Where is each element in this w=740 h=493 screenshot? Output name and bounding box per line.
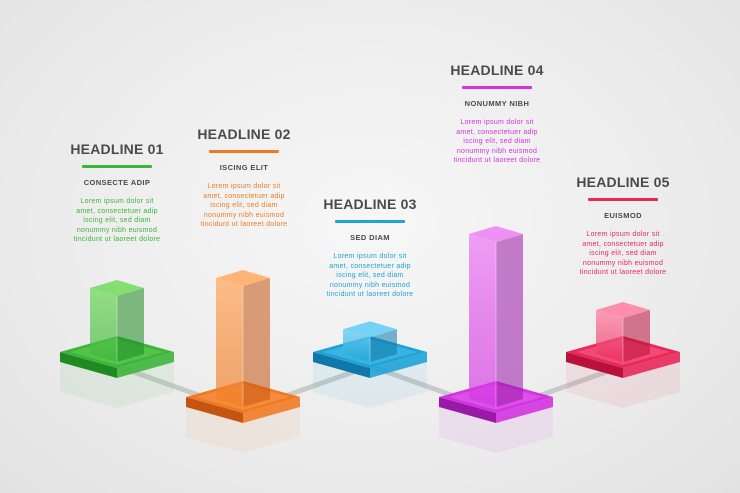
platform-left-face <box>60 352 117 378</box>
headline-02: HEADLINE 02 <box>197 126 291 142</box>
headline-05-underline <box>588 198 658 201</box>
headline-04-underline <box>462 86 532 89</box>
subtitle-05: EUISMOD <box>604 211 642 220</box>
platform-reflection <box>566 362 680 408</box>
headline-01-underline <box>82 165 152 168</box>
platform-left-face <box>186 397 243 423</box>
platform-reflection <box>439 407 553 453</box>
subtitle-04: NONUMMY NIBH <box>464 99 530 108</box>
bar-2 <box>186 270 300 453</box>
body-text-01: Lorem ipsum dolor sit amet, consectetuer … <box>73 198 161 243</box>
bar-top-face <box>343 321 397 338</box>
headline-04: HEADLINE 04 <box>450 62 544 78</box>
platform-reflection <box>186 407 300 453</box>
headline-01: HEADLINE 01 <box>70 141 164 157</box>
body-text-04: Lorem ipsum dolor sit amet, consectetuer … <box>453 119 541 164</box>
text-block-05: HEADLINE 05 EUISMOD Lorem ipsum dolor si… <box>563 174 683 278</box>
text-block-01: HEADLINE 01 CONSECTE ADIP Lorem ipsum do… <box>57 141 177 245</box>
subtitle-03: SED DIAM <box>350 233 390 242</box>
bar-3 <box>313 321 427 408</box>
bar-4 <box>439 226 553 453</box>
text-block-04: HEADLINE 04 NONUMMY NIBH Lorem ipsum dol… <box>437 62 557 166</box>
bar-left-face <box>90 288 117 362</box>
bar-left-face <box>216 278 243 407</box>
platform-left-face <box>566 352 623 378</box>
bar-top-face <box>469 226 523 242</box>
platform-right-face <box>496 397 553 423</box>
subtitle-02: ISCING ELIT <box>219 163 269 172</box>
platform-left-face <box>439 397 496 423</box>
platform-reflection <box>313 362 427 408</box>
platform-right-face <box>243 397 300 423</box>
bar-1 <box>60 280 174 408</box>
headline-03-underline <box>335 220 405 223</box>
bar-right-face <box>370 329 397 362</box>
body-text-02: Lorem ipsum dolor sit amet, consectetuer … <box>200 183 288 228</box>
body-text-03: Lorem ipsum dolor sit amet, consectetuer … <box>326 253 414 298</box>
bar-top-face <box>216 270 270 286</box>
subtitle-01: CONSECTE ADIP <box>83 178 151 187</box>
platform-right-face <box>623 352 680 378</box>
platform-right-face <box>370 352 427 378</box>
headline-02-underline <box>209 150 279 153</box>
bar-right-face <box>243 278 270 407</box>
headline-05: HEADLINE 05 <box>576 174 670 190</box>
platform-right-face <box>117 352 174 378</box>
bar-5 <box>566 302 680 408</box>
platform-left-face <box>313 352 370 378</box>
bar-top-face <box>596 302 650 318</box>
text-block-03: HEADLINE 03 SED DIAM Lorem ipsum dolor s… <box>310 196 430 300</box>
bar-left-face <box>343 329 370 362</box>
bar-right-face <box>496 234 523 407</box>
bar-left-face <box>469 234 496 407</box>
text-block-02: HEADLINE 02 ISCING ELIT Lorem ipsum dolo… <box>184 126 304 230</box>
platform-reflection <box>60 362 174 408</box>
bars-group <box>60 226 680 453</box>
bar-left-face <box>596 310 623 362</box>
body-text-05: Lorem ipsum dolor sit amet, consectetuer … <box>579 231 667 276</box>
bar-top-face <box>90 280 144 296</box>
bar-right-face <box>623 310 650 362</box>
headline-03: HEADLINE 03 <box>323 196 417 212</box>
bar-right-face <box>117 288 144 362</box>
